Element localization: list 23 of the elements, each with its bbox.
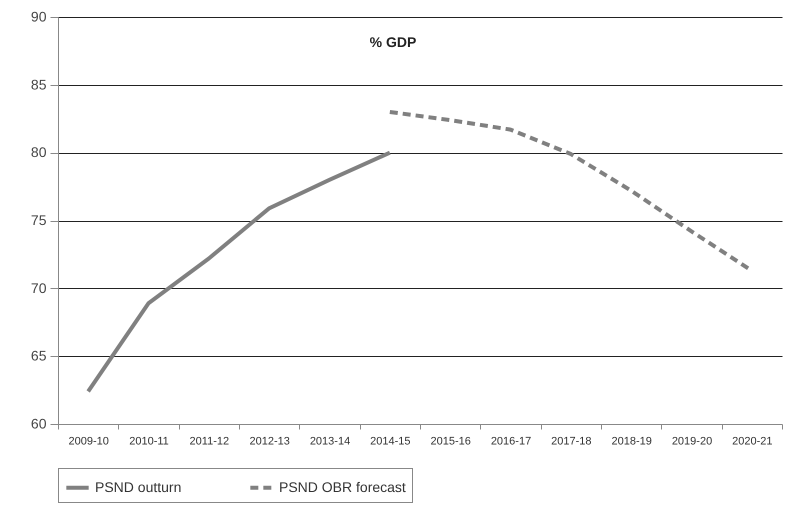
- annotation: % GDP: [370, 34, 416, 50]
- x-tick-label: 2010-11: [129, 436, 169, 448]
- y-tick-label: 65: [30, 348, 47, 364]
- y-tick-label: 70: [30, 280, 47, 296]
- x-tick-label: 2014-15: [370, 436, 411, 448]
- x-tick-label: 2011-12: [190, 436, 230, 448]
- x-tick-label: 2016-17: [490, 436, 532, 448]
- x-tick-label: 2012-13: [249, 436, 290, 448]
- x-tick-label: 2009-10: [68, 436, 109, 448]
- x-tick-label: 2017-18: [551, 436, 592, 448]
- x-tick-label: 2020-21: [732, 436, 773, 448]
- x-tick-label: 2019-20: [672, 436, 712, 448]
- x-tick-label: 2015-16: [430, 436, 471, 448]
- y-tick-label: 80: [30, 144, 47, 160]
- y-tick-label: 60: [30, 416, 47, 432]
- y-tick-label: 90: [30, 8, 47, 24]
- x-tick-label: 2018-19: [611, 436, 652, 448]
- y-tick-label: 85: [30, 76, 47, 92]
- y-tick-label: 75: [30, 212, 47, 228]
- line-series: [86, 150, 392, 394]
- legend-label: PSND outturn: [95, 478, 182, 495]
- x-tick-label: 2013-14: [310, 436, 350, 448]
- legend-label: PSND OBR forecast: [279, 478, 406, 495]
